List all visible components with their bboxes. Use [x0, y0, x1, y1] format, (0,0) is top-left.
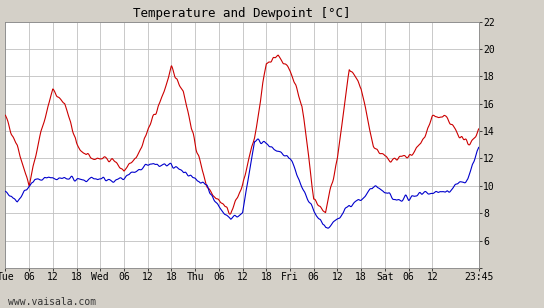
Title: Temperature and Dewpoint [°C]: Temperature and Dewpoint [°C] — [133, 7, 351, 20]
Text: www.vaisala.com: www.vaisala.com — [8, 297, 96, 307]
